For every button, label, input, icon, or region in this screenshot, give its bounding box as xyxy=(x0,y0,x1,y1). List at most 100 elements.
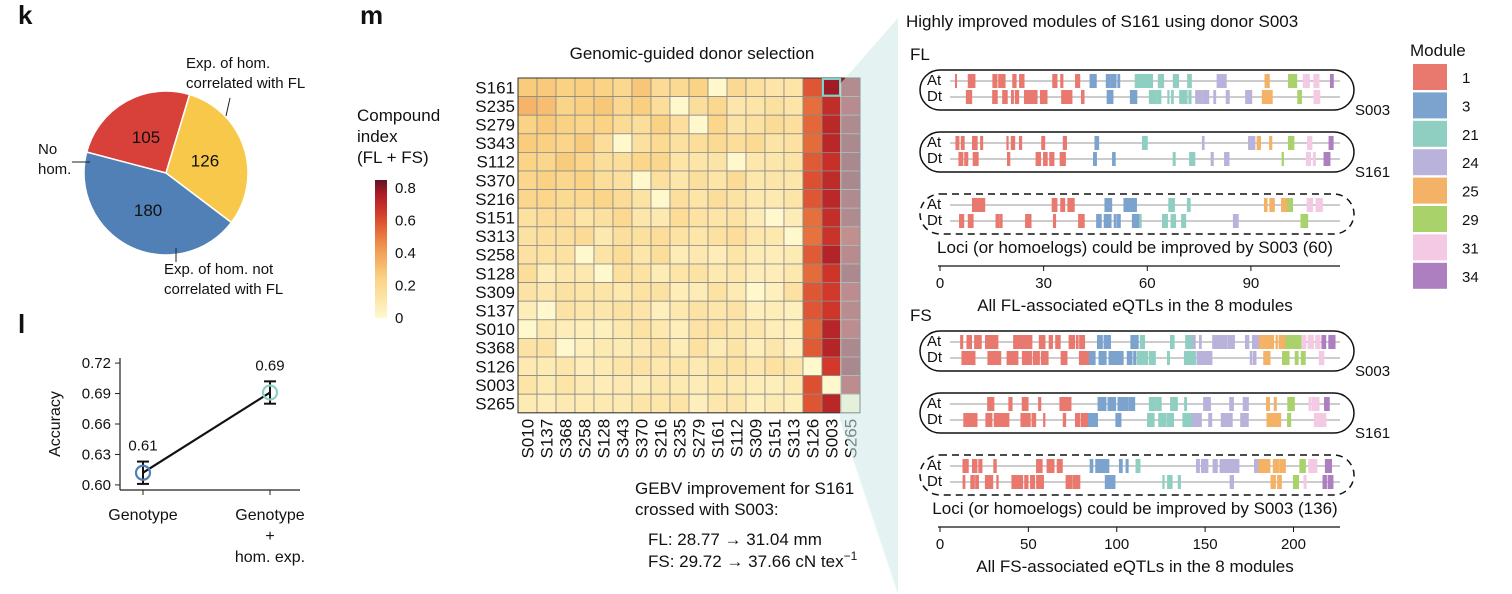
heatmap-cell xyxy=(764,133,785,153)
heatmap-cell xyxy=(574,151,595,172)
eqtl-bar xyxy=(1212,459,1218,473)
eqtl-bar xyxy=(1263,198,1268,212)
heatmap-cell xyxy=(726,375,747,395)
eqtl-bar xyxy=(1106,90,1114,104)
eqtl-bar xyxy=(1328,136,1334,150)
heatmap-cell xyxy=(707,133,728,153)
heatmap-cell xyxy=(593,282,614,302)
heatmap-cell xyxy=(631,189,652,209)
heatmap-cell xyxy=(783,133,804,153)
heatmap-cell xyxy=(688,96,709,116)
eqtl-bar xyxy=(1315,397,1320,411)
eqtl-bar xyxy=(1015,351,1018,365)
heatmap-cell xyxy=(783,263,804,284)
heatmap-row-label: S126 xyxy=(475,357,515,376)
eqtl-bar xyxy=(1131,214,1140,228)
eqtl-bar xyxy=(1186,413,1194,427)
track-x-tick-label: 200 xyxy=(1281,536,1306,553)
eqtl-bar xyxy=(1097,397,1104,411)
legend-label: 24 xyxy=(1462,155,1479,172)
heatmap-row-label: S112 xyxy=(477,153,515,172)
eqtl-bar xyxy=(1043,152,1048,166)
heatmap-cell xyxy=(688,282,709,302)
heatmap-cell xyxy=(517,319,538,339)
eqtl-bar xyxy=(1149,413,1154,427)
heatmap-cell xyxy=(802,96,823,116)
heatmap-cell xyxy=(669,189,690,209)
eqtl-bar xyxy=(1129,90,1138,104)
eqtl-bar xyxy=(1018,136,1023,150)
legend-swatch xyxy=(1413,64,1447,90)
eqtl-bar xyxy=(992,74,998,88)
note-line: crossed with S003: xyxy=(635,500,779,519)
eqtl-bar xyxy=(1103,335,1110,349)
eqtl-bar xyxy=(1056,459,1063,473)
eqtl-bar xyxy=(1038,397,1042,411)
eqtl-bar xyxy=(1227,335,1233,349)
eqtl-bar xyxy=(1141,136,1148,150)
eqtl-bar xyxy=(1190,152,1196,166)
eqtl-bar xyxy=(976,335,981,349)
heatmap-cell xyxy=(650,170,671,191)
heatmap-col-label: S003 xyxy=(823,419,842,459)
heatmap-cell xyxy=(707,282,728,302)
track-x-tick-label: 0 xyxy=(936,536,944,553)
eqtl-bar xyxy=(1277,413,1282,427)
eqtl-bar xyxy=(1326,459,1330,473)
eqtl-bar xyxy=(1169,335,1175,349)
heatmap-cell xyxy=(707,263,728,284)
heatmap-cell xyxy=(631,96,652,116)
eqtl-bar xyxy=(1096,214,1102,228)
heatmap-cell xyxy=(707,207,728,228)
heatmap-cell xyxy=(650,207,671,228)
eqtl-bar xyxy=(1021,351,1025,365)
eqtl-bar xyxy=(1181,214,1187,228)
heatmap-row-label: S265 xyxy=(475,395,515,414)
heatmap-cell xyxy=(726,170,747,191)
heatmap-cell xyxy=(764,96,785,116)
eqtl-bar xyxy=(1200,459,1204,473)
heatmap-cell xyxy=(574,319,595,339)
heatmap-cell xyxy=(593,263,614,284)
heatmap-cell xyxy=(593,189,614,209)
eqtl-bar xyxy=(1230,459,1239,473)
heatmap-cell xyxy=(612,151,633,172)
heatmap-row-label: S258 xyxy=(475,246,515,265)
eqtl-bar xyxy=(1113,214,1116,228)
eqtl-bar xyxy=(999,214,1003,228)
heatmap-col-label: S279 xyxy=(690,419,709,459)
heatmap-col-label: S370 xyxy=(633,419,652,459)
eqtl-bar xyxy=(1041,136,1046,150)
eqtl-bar xyxy=(1315,335,1321,349)
eqtl-bar xyxy=(1031,413,1037,427)
heatmap-cell xyxy=(745,393,766,414)
eqtl-bar xyxy=(1099,351,1107,365)
heatmap-cell xyxy=(517,244,538,265)
track-x-tick-label: 90 xyxy=(1243,275,1260,292)
heatmap-cell xyxy=(726,207,747,228)
heatmap-cell xyxy=(783,96,804,116)
legend-label: 34 xyxy=(1462,269,1479,286)
heatmap-cell xyxy=(593,133,614,153)
heatmap-cell xyxy=(612,393,633,414)
eqtl-bar xyxy=(1116,214,1121,228)
eqtl-bar xyxy=(1260,459,1268,473)
heatmap-cell xyxy=(802,226,823,246)
heatmap-cell xyxy=(612,356,633,377)
eqtl-bar xyxy=(1270,475,1276,489)
eqtl-bar xyxy=(1064,397,1072,411)
eqtl-bar xyxy=(1281,198,1288,212)
eqtl-bar xyxy=(1281,459,1286,473)
eqtl-bar xyxy=(1065,475,1073,489)
heatmap-cell xyxy=(631,244,652,265)
heatmap-cell xyxy=(821,300,842,321)
eqtl-bar xyxy=(1323,152,1328,166)
track-label: At xyxy=(927,457,942,474)
heatmap-cell xyxy=(536,133,557,153)
heatmap-cell xyxy=(783,393,804,414)
eqtl-bar xyxy=(1263,351,1268,365)
eqtl-bar xyxy=(1167,90,1170,104)
eqtl-bar xyxy=(1096,459,1105,473)
eqtl-bar xyxy=(1062,413,1067,427)
eqtl-bar xyxy=(1187,335,1193,349)
